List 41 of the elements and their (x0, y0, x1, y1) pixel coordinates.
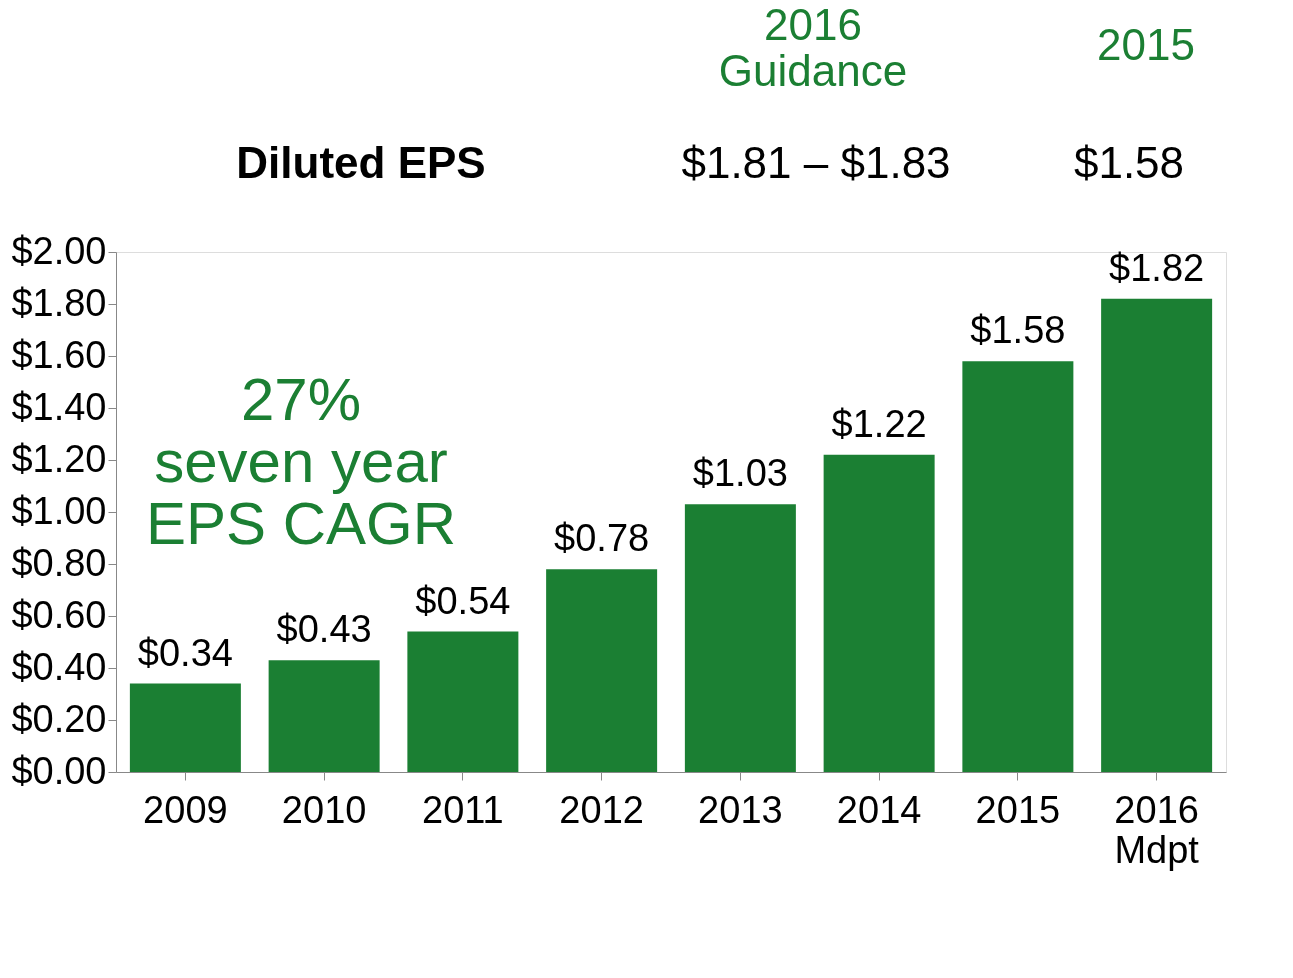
x-tick-label: 2009 (143, 788, 228, 831)
x-tick-label: 2010 (281, 788, 367, 831)
y-tick-label: $0.60 (11, 593, 107, 636)
x-tick-label: 2015 (975, 788, 1061, 831)
bar (823, 454, 935, 772)
x-tick-label: 2012 (559, 788, 644, 831)
y-tick-label: $2.00 (11, 229, 107, 272)
x-tick-label: 2016 Mdpt (1114, 788, 1200, 871)
bar (684, 504, 796, 772)
bar (407, 631, 519, 772)
bar (962, 361, 1074, 772)
y-tick-label: $0.80 (11, 541, 107, 584)
y-tick-label: $1.80 (11, 281, 107, 324)
x-tick-label: 2011 (422, 788, 504, 831)
y-tick-label: $1.00 (11, 489, 107, 532)
data-label: $0.78 (554, 517, 650, 560)
x-tick-label: 2013 (698, 788, 783, 831)
y-tick-label: $0.40 (11, 645, 107, 688)
text: $1.58 (1073, 138, 1185, 187)
y-tick-label: $1.20 (11, 437, 107, 480)
y-tick-label: $1.40 (11, 385, 107, 428)
bar (546, 569, 658, 772)
data-label: $1.03 (692, 452, 788, 495)
data-label: $0.54 (415, 579, 511, 622)
data-label: $0.34 (137, 631, 233, 674)
data-label: $1.82 (1109, 246, 1205, 289)
bar (268, 660, 380, 772)
y-tick-label: $1.60 (11, 333, 107, 376)
text: 2016 Guidance (718, 0, 908, 95)
text: $1.81 – $1.83 (681, 138, 951, 187)
text: Diluted EPS (236, 138, 486, 187)
data-label: $1.58 (970, 309, 1066, 352)
bar (129, 683, 241, 772)
data-label: $1.22 (831, 402, 927, 445)
x-tick-label: 2014 (836, 788, 922, 831)
bar (1101, 298, 1213, 772)
y-tick-label: $0.20 (11, 697, 107, 740)
data-label: $0.43 (276, 608, 372, 651)
text: 2015 (1097, 20, 1195, 69)
y-tick-label: $0.00 (11, 749, 107, 792)
annotation: 27% seven year EPS CAGR (145, 366, 457, 557)
